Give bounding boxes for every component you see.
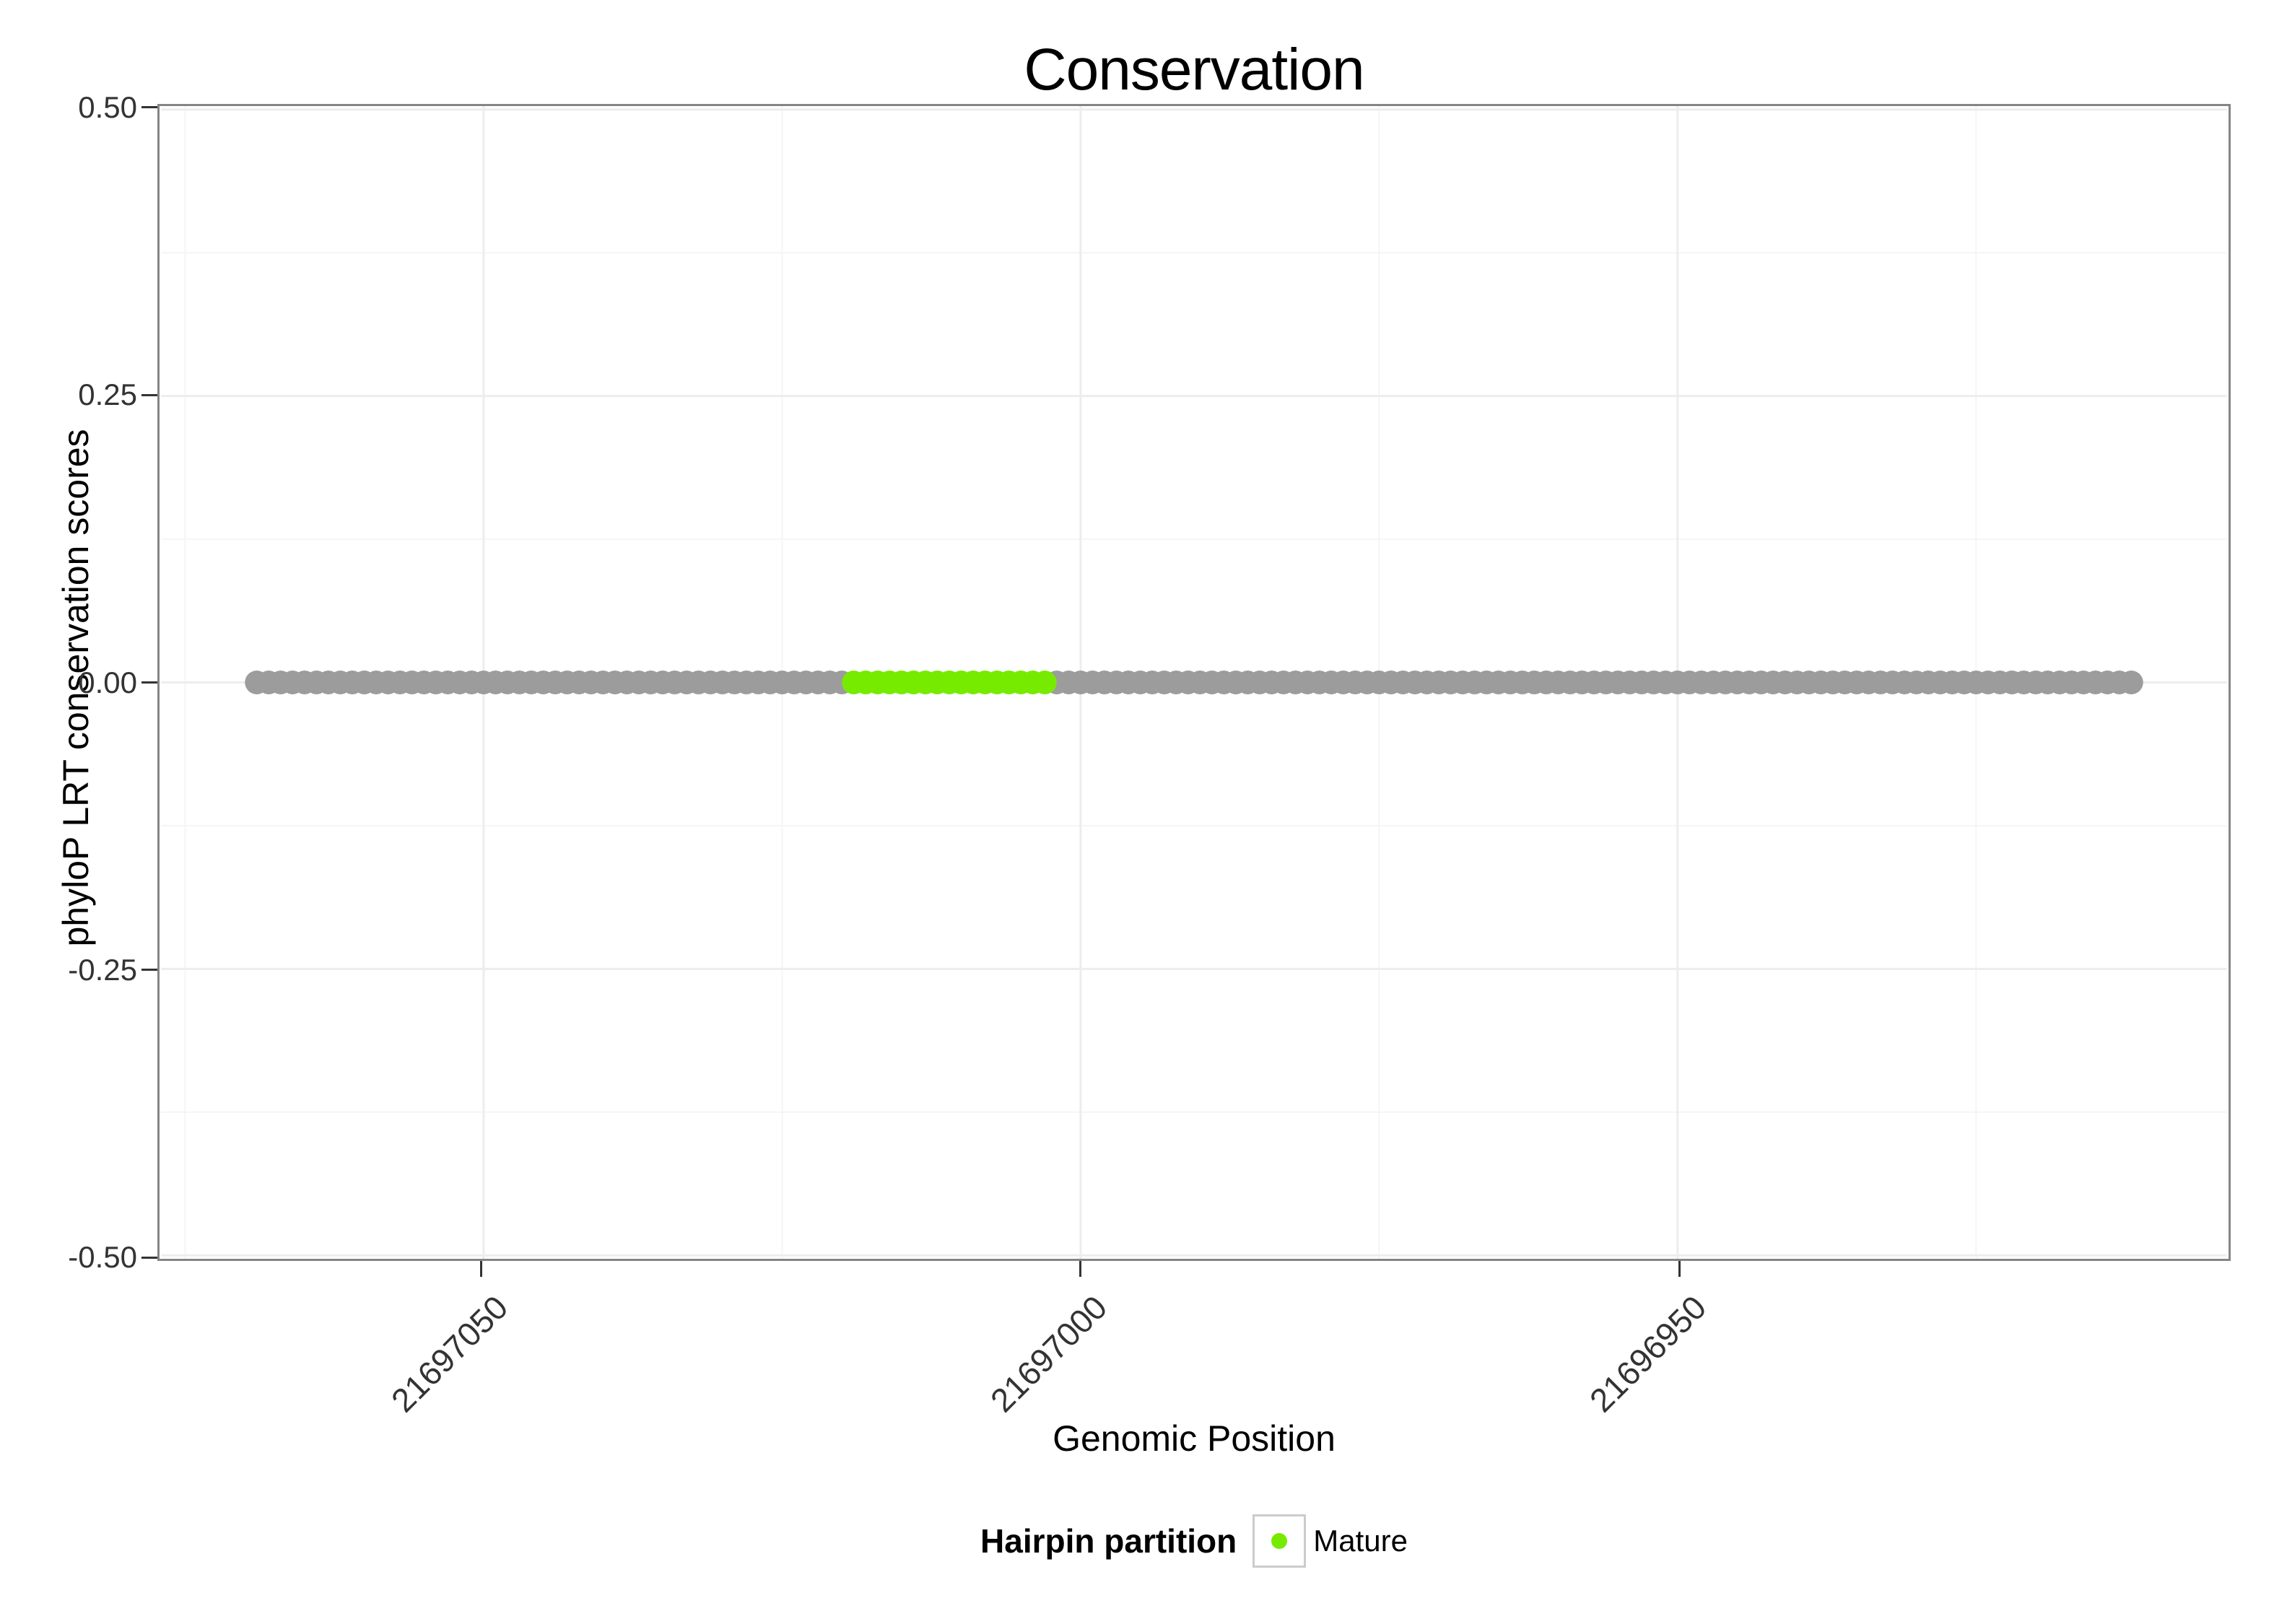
plot-title: Conservation bbox=[1024, 37, 1364, 102]
x-axis-title: Genomic Position bbox=[1053, 1418, 1336, 1459]
y-tick-label: -0.25 bbox=[68, 952, 137, 987]
mature-point-icon bbox=[1271, 1533, 1288, 1549]
y-tick-mark bbox=[141, 969, 157, 972]
x-tick-label: 21697050 bbox=[383, 1288, 515, 1420]
y-tick-mark bbox=[141, 681, 157, 684]
data-point bbox=[1032, 671, 1057, 694]
legend-title: Hairpin partition bbox=[980, 1522, 1237, 1560]
y-tick-label: 0.00 bbox=[78, 665, 137, 699]
legend-item-label: Mature bbox=[1313, 1524, 1408, 1558]
y-tick-label: -0.50 bbox=[68, 1240, 137, 1275]
x-tick-label: 21696950 bbox=[1582, 1288, 1714, 1420]
x-tick-mark bbox=[479, 1261, 482, 1277]
y-tick-label: 0.25 bbox=[78, 377, 137, 412]
y-tick-label: 0.50 bbox=[78, 90, 137, 124]
legend-key-box bbox=[1253, 1514, 1307, 1568]
x-tick-mark bbox=[1079, 1261, 1081, 1277]
x-tick-mark bbox=[1678, 1261, 1681, 1277]
plot-panel bbox=[157, 104, 2231, 1261]
plot-area-svg bbox=[161, 106, 2227, 1259]
legend: Hairpin partition Mature bbox=[157, 1501, 2231, 1581]
y-tick-mark bbox=[141, 1256, 157, 1259]
y-tick-mark bbox=[141, 106, 157, 109]
y-tick-mark bbox=[141, 393, 157, 396]
x-tick-label: 21697000 bbox=[983, 1288, 1114, 1420]
data-point bbox=[2119, 671, 2143, 694]
